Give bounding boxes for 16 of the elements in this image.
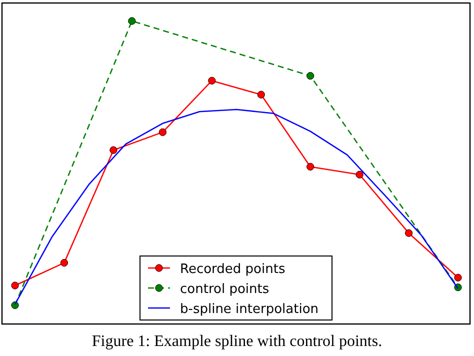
- legend-label: control points: [180, 282, 270, 297]
- point: [110, 146, 118, 154]
- point: [306, 162, 314, 171]
- point: [404, 229, 413, 237]
- point: [356, 170, 364, 178]
- legend-label: Recorded points: [180, 262, 286, 277]
- caption: Figure 1: Example spline with control points.: [92, 333, 382, 350]
- legend-label: b-spline interpolation: [180, 302, 319, 317]
- point: [454, 274, 462, 282]
- point: [208, 76, 216, 84]
- point: [158, 128, 166, 136]
- point: [257, 90, 265, 98]
- point: [128, 17, 136, 25]
- point: [306, 72, 314, 80]
- point: [60, 258, 68, 267]
- point: [11, 282, 19, 290]
